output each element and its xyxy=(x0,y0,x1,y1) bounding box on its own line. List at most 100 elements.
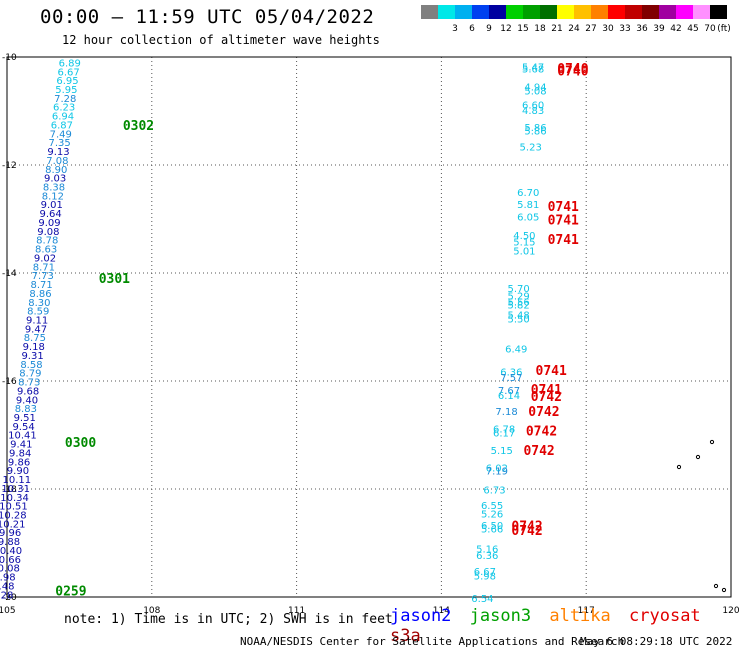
wave-height-label: 5.15 xyxy=(513,238,535,249)
wave-height-label: 5.50 xyxy=(507,314,529,325)
wave-height-label: 6.94 xyxy=(52,112,74,123)
wave-height-label: 5.29 xyxy=(507,292,529,303)
legend-swatch xyxy=(540,5,557,19)
wave-height-label: 6.67 xyxy=(474,567,496,578)
time-label: 0742 xyxy=(526,425,557,440)
legend-tick-label: 6 xyxy=(469,24,475,34)
wave-height-label: 6.02 xyxy=(486,463,508,474)
wave-height-label: 9.18 xyxy=(23,342,45,353)
time-label: 0742 xyxy=(511,524,542,539)
y-tick-label: -20 xyxy=(2,593,17,603)
coastline-speck xyxy=(713,583,719,589)
wave-height-label: 7.28 xyxy=(54,94,76,105)
legend-tick-label: 12 xyxy=(500,24,511,34)
legend-tick-label: 42 xyxy=(670,24,681,34)
wave-height-label: 9.68 xyxy=(17,386,39,397)
wave-height-label: 8.86 xyxy=(29,289,51,300)
wave-height-label: 7.18 xyxy=(495,407,517,418)
wave-height-label: 5.86 xyxy=(524,126,546,137)
wave-height-label: 6.36 xyxy=(500,367,522,378)
wave-height-label: 8.63 xyxy=(35,245,57,256)
satellite-legend: jason2 jason3 altika cryosat s3a xyxy=(390,606,740,646)
wave-height-label: 5.82 xyxy=(507,300,529,311)
x-tick-label: 105 xyxy=(0,606,16,616)
wave-height-label: 9.54 xyxy=(12,422,34,433)
wave-height-label: 9.41 xyxy=(10,440,32,451)
wave-height-label: 8.38 xyxy=(43,183,65,194)
sat-cryosat: cryosat xyxy=(629,606,701,626)
legend-swatch xyxy=(489,5,506,19)
wave-height-label: 10.41 xyxy=(8,431,37,442)
wave-height-label: 6.23 xyxy=(53,103,75,114)
wave-height-label: 9.28 xyxy=(0,590,13,601)
wave-height-label: 9.86 xyxy=(8,457,30,468)
wave-height-label: 8.71 xyxy=(30,280,52,291)
sat-jason2: jason2 xyxy=(390,606,452,626)
coastline-speck xyxy=(709,439,715,445)
wave-height-label: 8.71 xyxy=(33,262,55,273)
time-label: 0742 xyxy=(531,390,562,405)
wave-height-label: 5.15 xyxy=(491,446,513,457)
legend-tick-label: 9 xyxy=(486,24,492,34)
wave-height-label: 7.73 xyxy=(32,271,54,282)
wave-height-label: 5.48 xyxy=(507,311,529,322)
legend-tick-label: 39 xyxy=(653,24,665,34)
wave-height-label: 9.84 xyxy=(9,448,31,459)
wave-height-label: 10.40 xyxy=(0,546,22,557)
chart-subtitle: 12 hour collection of altimeter wave hei… xyxy=(62,33,380,47)
legend-swatch xyxy=(438,5,455,19)
time-label: 0741 xyxy=(536,364,567,379)
wave-height-label: 6.36 xyxy=(476,551,498,562)
wave-height-label: 10.34 xyxy=(0,493,29,504)
wave-height-label: 8.79 xyxy=(19,369,41,380)
wave-height-label: 10.08 xyxy=(0,564,20,575)
time-label: 0742 xyxy=(528,405,559,420)
y-tick-label: -16 xyxy=(2,377,17,387)
legend-tick-label: 27 xyxy=(585,24,596,34)
wave-height-label: 9.47 xyxy=(25,324,47,335)
wave-height-label: 9.98 xyxy=(0,573,16,584)
wave-height-label: 6.50 xyxy=(481,521,503,532)
wave-height-label: 9.88 xyxy=(0,537,20,548)
wave-height-label: 10.28 xyxy=(0,511,27,522)
wave-height-label: 6.78 xyxy=(493,425,515,436)
wave-height-label: 5.01 xyxy=(513,246,535,257)
y-tick-label: -10 xyxy=(2,53,17,63)
legend-swatch xyxy=(608,5,625,19)
wave-height-label: 6.95 xyxy=(56,76,78,87)
wave-height-label: 5.26 xyxy=(481,509,503,520)
wave-height-label: 5.95 xyxy=(55,85,77,96)
wave-height-label: 8.12 xyxy=(42,191,64,202)
note-text: note: 1) Time is in UTC; 2) SWH is in fe… xyxy=(64,612,393,627)
wave-height-label: 6.55 xyxy=(481,501,503,512)
wave-height-label: 6.05 xyxy=(517,212,539,223)
wave-height-label: 9.09 xyxy=(38,218,60,229)
wave-height-label: 6.70 xyxy=(517,188,539,199)
wave-height-label: 5.47 xyxy=(522,63,544,74)
legend-swatch xyxy=(676,5,693,19)
wave-height-label: 8.30 xyxy=(28,298,50,309)
wave-height-label: 9.08 xyxy=(37,227,59,238)
wave-height-label: 7.19 xyxy=(486,467,508,478)
wave-height-label: 8.90 xyxy=(45,165,67,176)
wave-height-label: 10.51 xyxy=(0,502,28,513)
wave-height-label: 5.98 xyxy=(474,571,496,582)
x-tick-label: 111 xyxy=(288,606,305,616)
legend-swatch xyxy=(455,5,472,19)
wave-height-label: 8.75 xyxy=(24,333,46,344)
wave-height-label: 8.83 xyxy=(15,404,37,415)
wave-height-label: 9.96 xyxy=(0,528,21,539)
wave-height-label: 6.73 xyxy=(483,486,505,497)
legend-tick-label: 33 xyxy=(619,24,630,34)
sat-jason3: jason3 xyxy=(469,606,532,626)
time-label: 0741 xyxy=(531,383,562,398)
timestamp-text: May 6 08:29:18 UTC 2022 xyxy=(580,635,733,648)
time-label: 0259 xyxy=(55,585,86,600)
wave-height-label: 6.67 xyxy=(57,67,79,78)
legend-swatch xyxy=(472,5,489,19)
time-label: 0740 xyxy=(557,62,588,77)
wave-height-label: 5.08 xyxy=(524,86,546,97)
wave-height-label: 7.08 xyxy=(46,156,68,167)
wave-height-label: 9.31 xyxy=(21,351,43,362)
